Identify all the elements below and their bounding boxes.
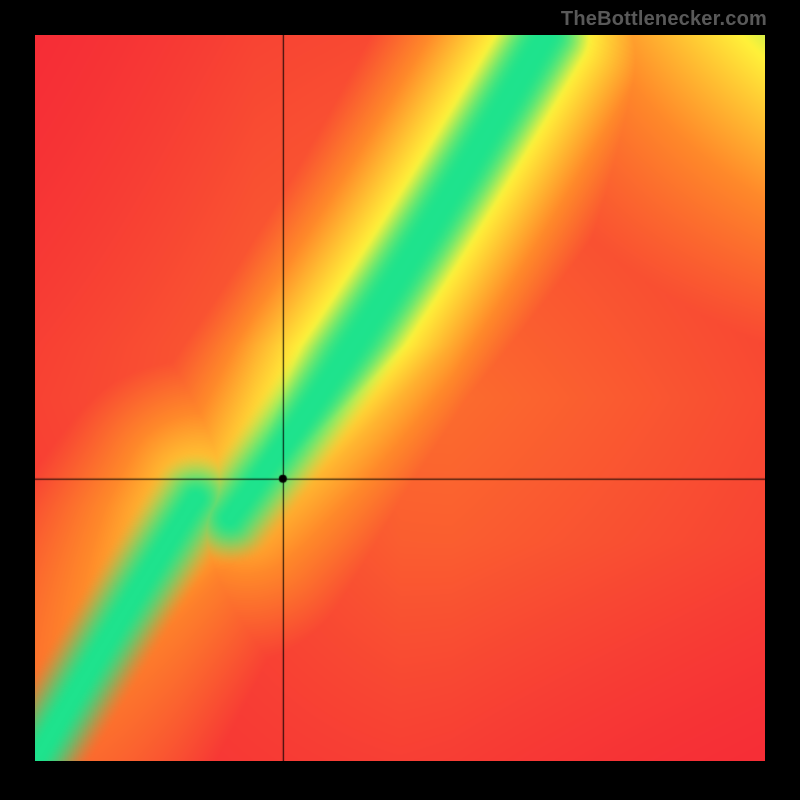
bottleneck-heatmap — [35, 35, 765, 761]
watermark-text: TheBottlenecker.com — [561, 8, 767, 31]
chart-frame: TheBottlenecker.com — [0, 0, 800, 800]
